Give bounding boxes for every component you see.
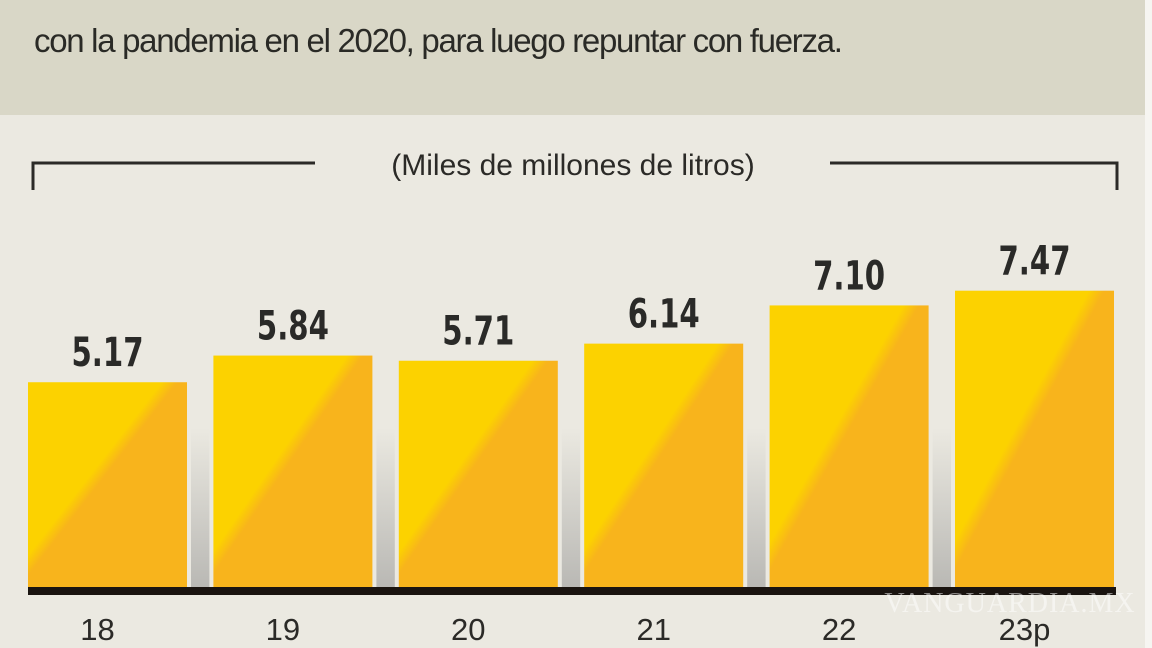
bar-20 xyxy=(398,360,558,588)
data-label: 6.14 xyxy=(628,292,700,338)
x-tick-label: 19 xyxy=(266,612,300,647)
unit-label: (Miles de millones de litros) xyxy=(391,149,754,182)
bar-22 xyxy=(769,305,929,588)
x-tick-label: 20 xyxy=(451,612,485,647)
data-label: 5.84 xyxy=(257,304,329,350)
bar-19 xyxy=(213,355,373,588)
bar-gap-shadow xyxy=(561,428,581,588)
data-label: 7.47 xyxy=(999,239,1071,285)
data-label: 5.71 xyxy=(442,309,514,355)
data-label: 7.10 xyxy=(813,253,885,299)
bar-gap-shadow xyxy=(747,428,766,588)
x-tick-label: 23p xyxy=(999,612,1051,647)
bar-18 xyxy=(28,382,187,588)
bracket-right xyxy=(830,161,1119,190)
bar-gap-shadow xyxy=(191,428,210,588)
baseline xyxy=(28,587,1116,595)
x-tick-label: 22 xyxy=(822,612,856,647)
header-text: con la pandemia en el 2020, para luego r… xyxy=(34,22,843,59)
bar-21 xyxy=(584,343,744,588)
header-banner: con la pandemia en el 2020, para luego r… xyxy=(0,0,1145,115)
x-tick-label: 21 xyxy=(636,612,670,647)
right-edge xyxy=(1145,0,1152,648)
bracket-left xyxy=(31,161,315,190)
data-label: 5.17 xyxy=(72,330,144,376)
x-tick-label: 18 xyxy=(80,612,114,647)
bar-gap-shadow xyxy=(932,428,951,588)
unit-bracket: (Miles de millones de litros) xyxy=(31,149,1119,190)
bar-gap-shadow xyxy=(376,428,395,588)
bar-23p xyxy=(955,290,1114,588)
watermark: VANGUARDIA.MX xyxy=(884,588,1135,619)
